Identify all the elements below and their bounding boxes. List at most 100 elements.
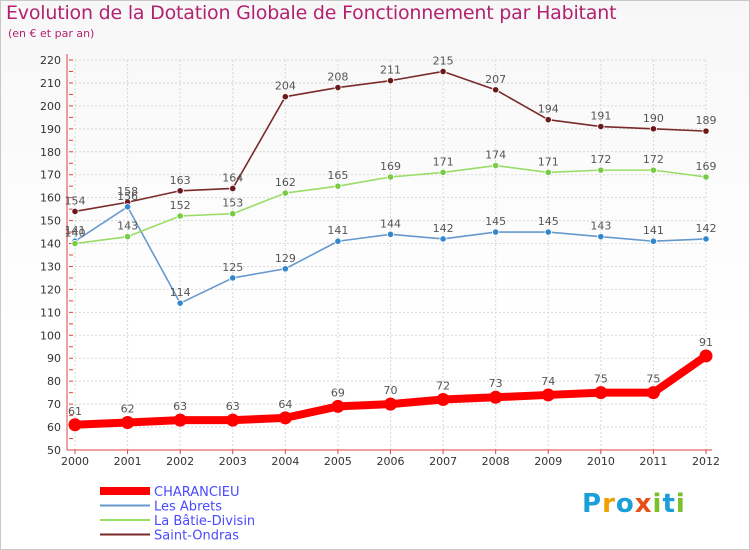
logo-letter: P	[582, 489, 603, 519]
x-tick-label: 2010	[587, 455, 615, 468]
data-point	[597, 233, 605, 241]
data-label: 73	[489, 377, 503, 390]
data-label: 163	[170, 174, 191, 187]
data-label: 144	[380, 217, 401, 230]
x-tick-label: 2005	[324, 455, 352, 468]
logo-letter: r	[602, 489, 616, 519]
data-label: 145	[538, 215, 559, 228]
data-point	[386, 230, 395, 238]
data-label: 207	[485, 73, 506, 86]
data-point	[439, 168, 447, 177]
x-tick-label: 2000	[61, 455, 89, 468]
data-point	[702, 173, 710, 181]
data-point	[699, 349, 713, 363]
data-label: 174	[485, 149, 506, 162]
data-point	[492, 228, 500, 236]
y-tick-label: 100	[40, 329, 61, 342]
x-tick-label: 2006	[377, 455, 405, 468]
y-tick-label: 140	[40, 238, 61, 251]
data-label: 62	[121, 402, 135, 415]
data-point	[649, 237, 658, 245]
logo-letter: i	[675, 489, 686, 519]
data-point	[439, 235, 447, 243]
data-label: 142	[696, 222, 717, 235]
data-label: 211	[380, 64, 401, 77]
data-label: 152	[170, 199, 191, 212]
data-point	[439, 67, 447, 76]
legend-label: Saint-Ondras	[154, 529, 239, 544]
data-point	[384, 397, 397, 411]
y-tick-label: 90	[47, 352, 61, 365]
data-label: 169	[380, 160, 401, 173]
x-tick-label: 2012	[692, 455, 720, 468]
y-tick-label: 160	[40, 192, 61, 205]
logo-letter: t	[662, 489, 676, 519]
x-tick-label: 2009	[534, 455, 562, 468]
data-label: 145	[485, 215, 506, 228]
legend-label: Les Abrets	[154, 500, 222, 515]
data-label: 141	[643, 224, 664, 237]
data-point	[281, 265, 289, 273]
data-point	[597, 166, 605, 174]
y-tick-label: 170	[40, 169, 61, 182]
data-point	[544, 116, 552, 124]
data-point	[68, 418, 82, 432]
data-point	[226, 413, 240, 427]
data-label: 61	[68, 405, 82, 418]
data-label: 204	[275, 80, 296, 93]
data-point	[386, 77, 395, 85]
data-point	[702, 235, 710, 243]
y-tick-label: 200	[40, 100, 61, 113]
data-point	[121, 415, 135, 429]
logo-letter: i	[652, 489, 663, 519]
data-label: 141	[65, 224, 86, 237]
y-tick-label: 50	[47, 444, 61, 457]
data-label: 74	[541, 375, 555, 388]
data-point	[176, 299, 184, 307]
data-point	[334, 83, 342, 92]
data-label: 172	[643, 153, 664, 166]
data-label: 153	[222, 197, 243, 210]
data-label: 208	[327, 71, 348, 84]
y-tick-label: 220	[40, 54, 61, 67]
data-label: 63	[173, 400, 187, 413]
chart-subtitle: (en € et par an)	[8, 27, 95, 40]
data-point	[544, 168, 552, 177]
x-tick-label: 2002	[166, 455, 194, 468]
x-tick-label: 2003	[219, 455, 247, 468]
data-point	[229, 184, 237, 193]
data-label: 143	[590, 220, 611, 233]
data-point	[123, 203, 132, 211]
axes: 50 60 70 80 90 100 110 120 130 140 150 160 170 180 190…	[40, 54, 720, 468]
data-label: 69	[331, 386, 345, 399]
data-point	[597, 122, 605, 131]
data-label: 190	[643, 112, 664, 125]
y-tick-label: 150	[40, 215, 61, 228]
data-label: 154	[65, 194, 86, 207]
legend-label: La Bâtie-Divisin	[154, 514, 255, 529]
logo-letter: o	[615, 489, 635, 519]
data-label: 141	[327, 224, 348, 237]
data-label: 156	[117, 190, 138, 203]
x-tick-label: 2011	[639, 455, 667, 468]
y-tick-label: 180	[40, 146, 61, 159]
data-point	[229, 274, 237, 282]
data-label: 125	[222, 261, 243, 274]
data-point	[702, 127, 710, 135]
data-point	[173, 413, 187, 427]
data-point	[176, 187, 184, 195]
data-label: 171	[538, 155, 559, 168]
data-point	[331, 399, 345, 413]
x-tick-label: 2001	[114, 455, 142, 468]
data-label: 140	[65, 227, 86, 240]
data-point	[541, 388, 555, 402]
data-point	[281, 189, 289, 197]
data-label: 162	[275, 176, 296, 189]
data-point	[334, 237, 342, 245]
data-point	[492, 161, 500, 170]
data-point	[649, 166, 658, 174]
data-point	[123, 233, 132, 241]
data-point	[544, 228, 552, 236]
